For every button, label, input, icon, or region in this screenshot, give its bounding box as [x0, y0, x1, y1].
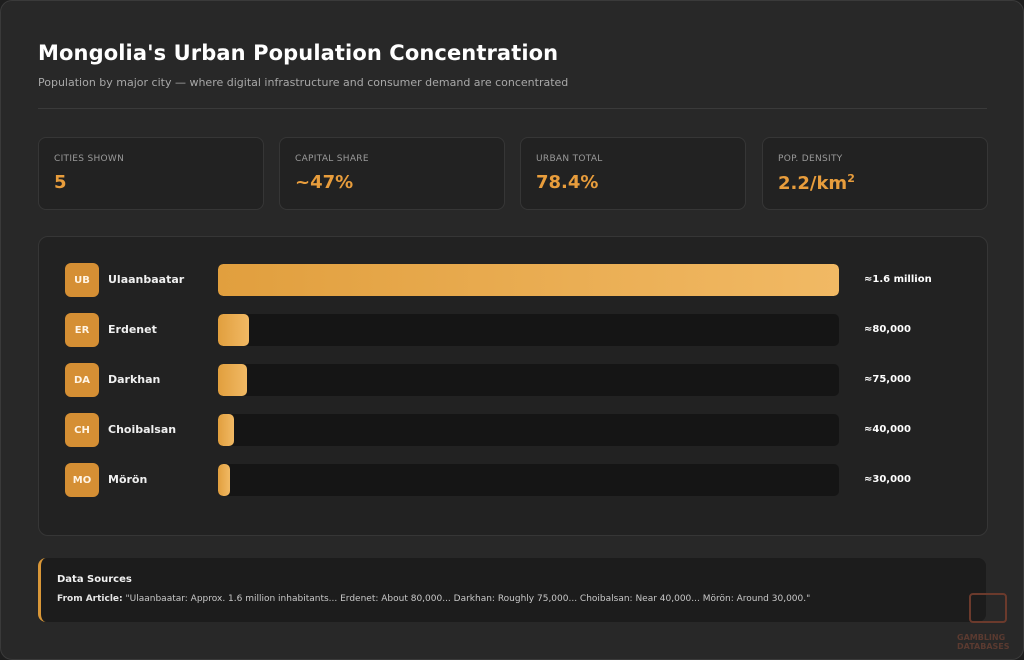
- bar-track: [218, 314, 839, 346]
- watermark-text: GAMBLING DATABASES: [957, 633, 1010, 651]
- stat-card-pop-density: POP. DENSITY 2.2/km2: [762, 137, 988, 210]
- city-label: Erdenet: [108, 323, 157, 336]
- sources-quote: "Ulaanbaatar: Approx. 1.6 million inhabi…: [125, 594, 811, 604]
- bar-track: [218, 414, 839, 446]
- bar-row: UB Ulaanbaatar ≈1.6 million: [39, 263, 987, 297]
- bar: [218, 264, 839, 296]
- bar-value-label: ≈1.6 million: [864, 274, 932, 285]
- header-divider: [38, 108, 987, 109]
- city-label: Mörön: [108, 473, 148, 486]
- bar: [218, 364, 247, 396]
- stat-label: POP. DENSITY: [778, 154, 843, 164]
- page-subtitle: Population by major city — where digital…: [38, 76, 569, 89]
- bar-value-label: ≈40,000: [864, 424, 911, 435]
- bar-row: CH Choibalsan ≈40,000: [39, 413, 987, 447]
- bar-chart-panel: UB Ulaanbaatar ≈1.6 million ER Erdenet ≈80,00…: [38, 236, 988, 536]
- city-badge: DA: [65, 363, 99, 397]
- stat-card-urban-total: URBAN TOTAL 78.4%: [520, 137, 746, 210]
- stat-label: URBAN TOTAL: [536, 154, 603, 164]
- bar-track: [218, 264, 839, 296]
- stat-label: CAPITAL SHARE: [295, 154, 369, 164]
- city-badge: ER: [65, 313, 99, 347]
- bar-row: DA Darkhan ≈75,000: [39, 363, 987, 397]
- stat-value: 78.4%: [536, 172, 599, 193]
- bar-value-label: ≈30,000: [864, 474, 911, 485]
- sources-heading: Data Sources: [57, 574, 132, 585]
- bar-value-label: ≈75,000: [864, 374, 911, 385]
- stat-value: ~47%: [295, 172, 354, 193]
- sources-lead: From Article:: [57, 594, 123, 604]
- bar-track: [218, 364, 839, 396]
- stat-value: 2.2/km2: [778, 172, 855, 194]
- city-badge: UB: [65, 263, 99, 297]
- bar-value-label: ≈80,000: [864, 324, 911, 335]
- city-label: Ulaanbaatar: [108, 273, 185, 286]
- city-badge: MO: [65, 463, 99, 497]
- bar: [218, 314, 249, 346]
- city-label: Choibalsan: [108, 423, 177, 436]
- bar: [218, 464, 230, 496]
- bar: [218, 414, 234, 446]
- city-label: Darkhan: [108, 373, 161, 386]
- page-title: Mongolia's Urban Population Concentratio…: [38, 41, 559, 65]
- bar-row: ER Erdenet ≈80,000: [39, 313, 987, 347]
- stat-card-capital-share: CAPITAL SHARE ~47%: [279, 137, 505, 210]
- data-sources-box: Data Sources From Article: "Ulaanbaatar:…: [38, 558, 986, 622]
- bar-track: [218, 464, 839, 496]
- stat-card-cities: CITIES SHOWN 5: [38, 137, 264, 210]
- sources-text: From Article: "Ulaanbaatar: Approx. 1.6 …: [57, 594, 977, 604]
- stat-label: CITIES SHOWN: [54, 154, 125, 164]
- city-badge: CH: [65, 413, 99, 447]
- watermark-logo-icon: [969, 593, 1007, 623]
- bar-row: MO Mörön ≈30,000: [39, 463, 987, 497]
- stat-value: 5: [54, 172, 67, 193]
- watermark: GAMBLING DATABASES: [957, 593, 1021, 655]
